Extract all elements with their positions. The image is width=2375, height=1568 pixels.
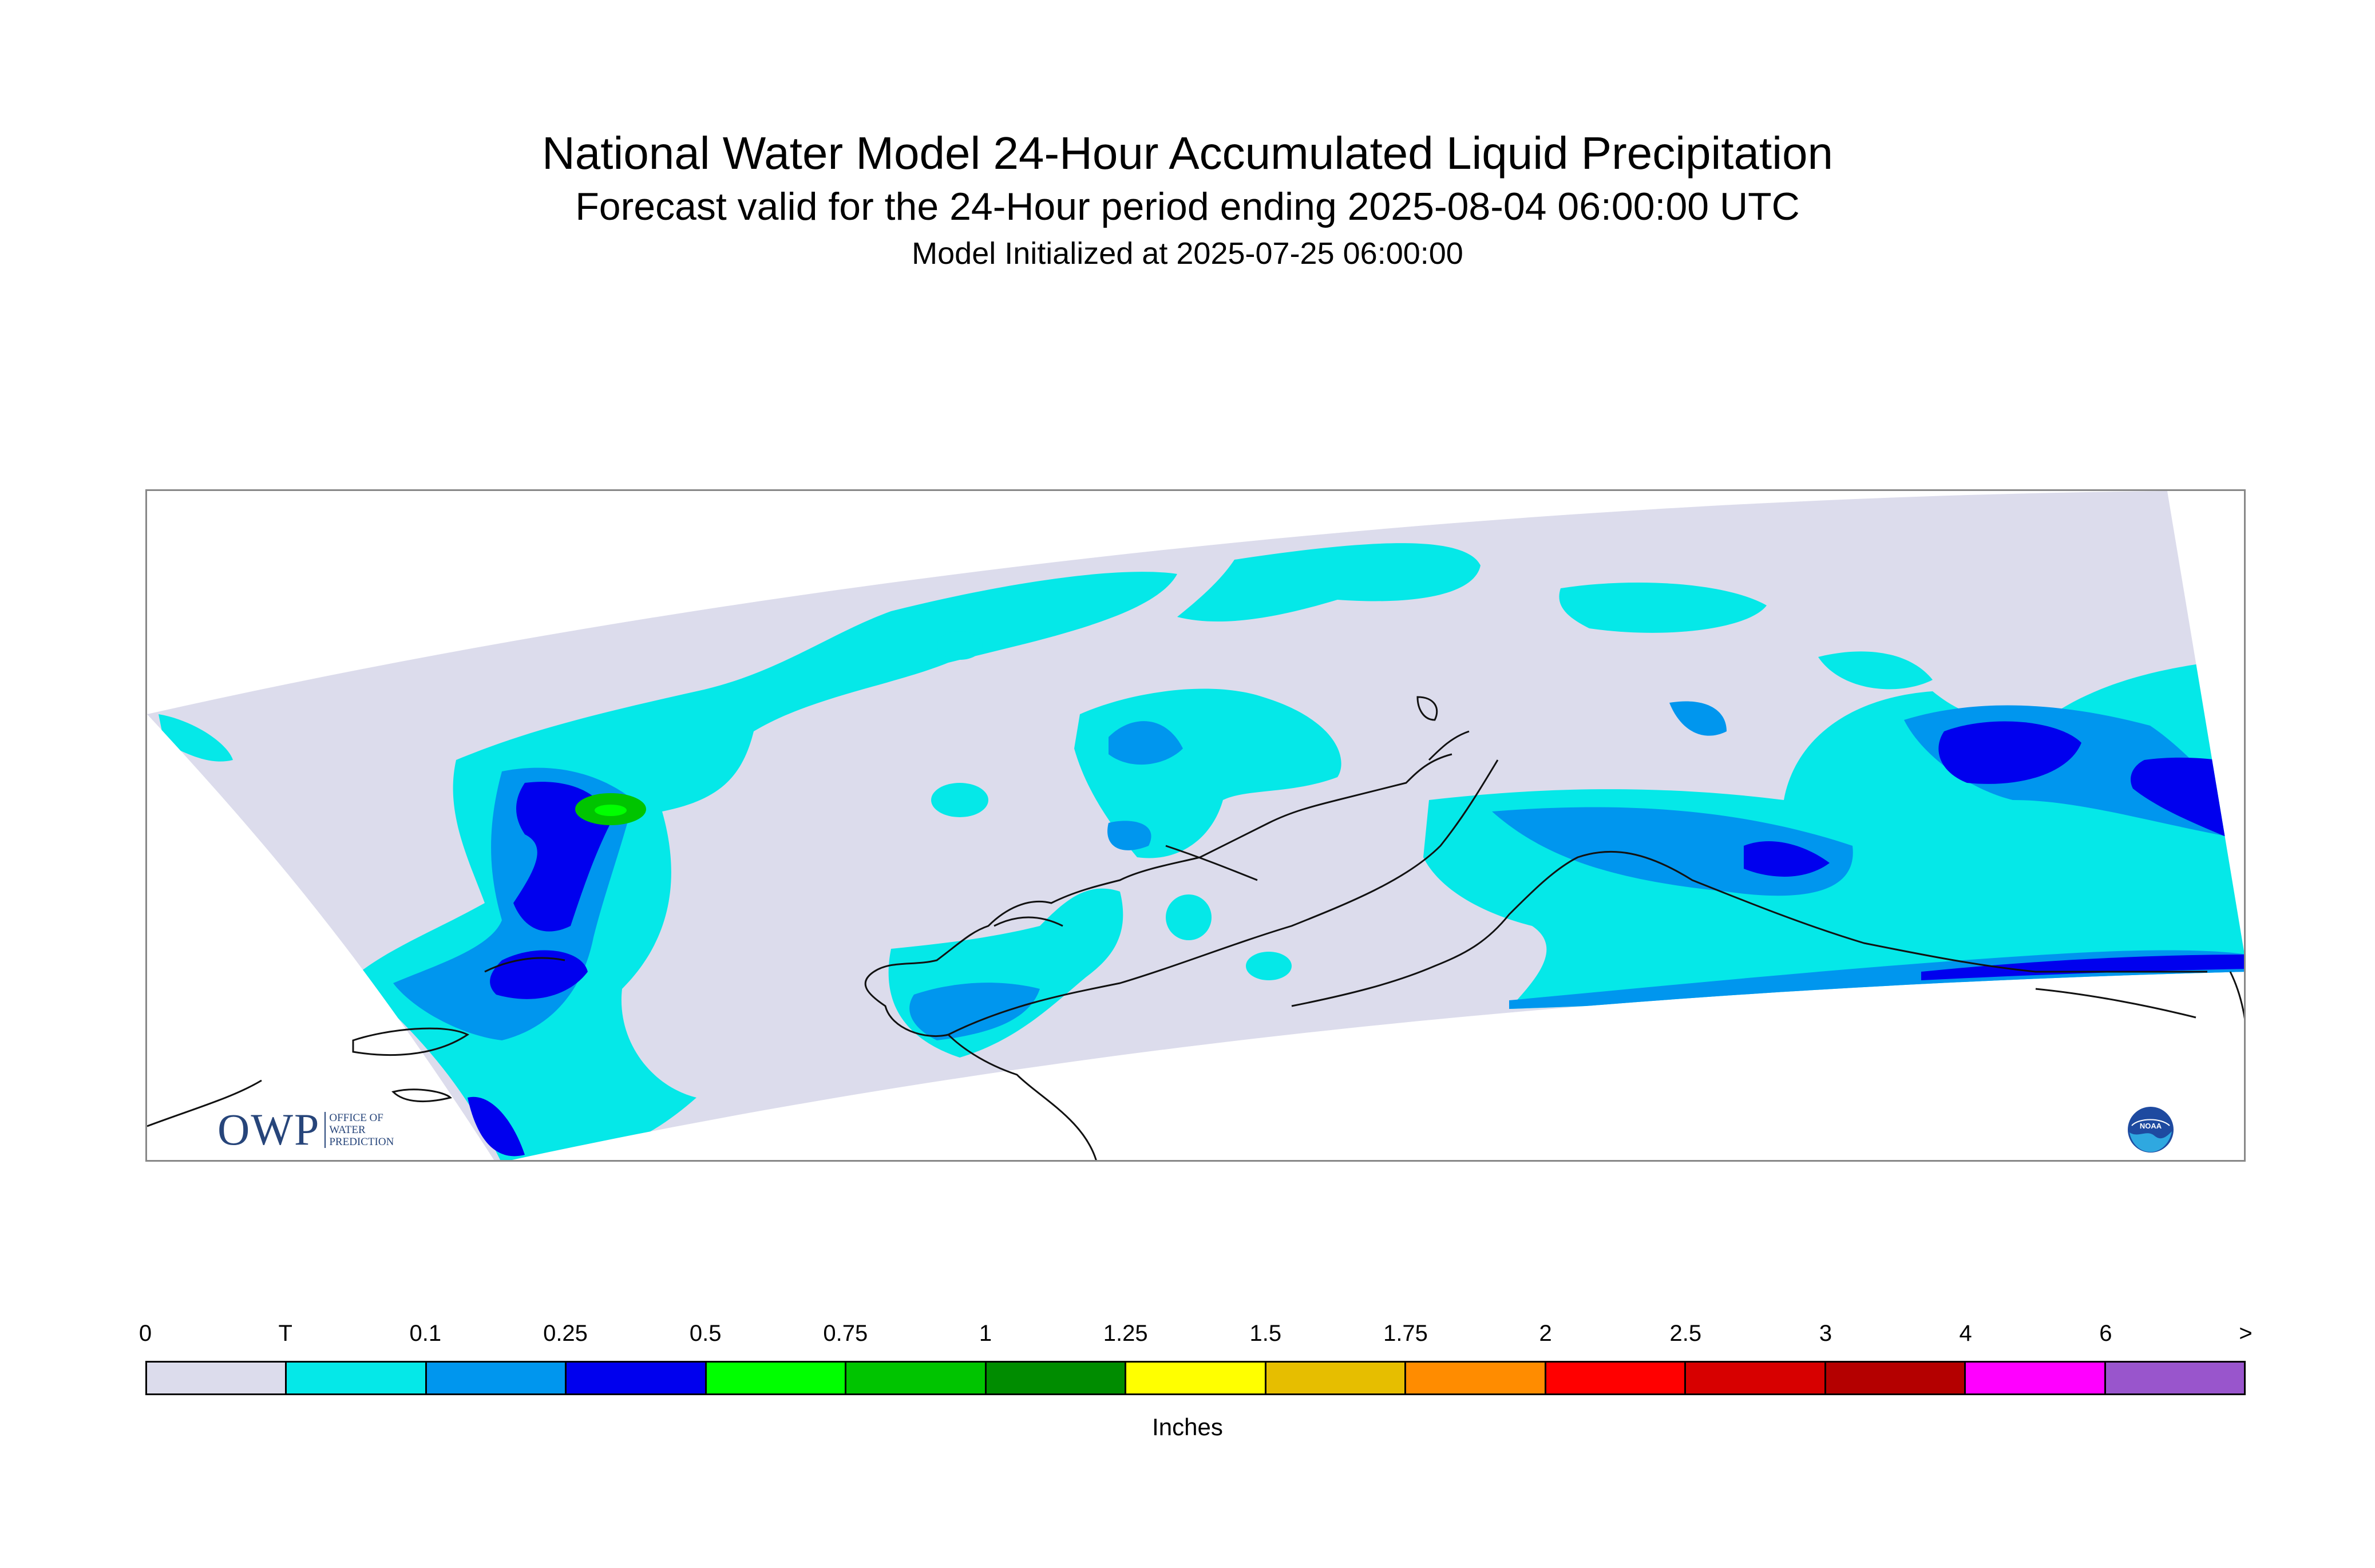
colorbar-swatch (846, 1363, 987, 1393)
precip-area-west (353, 572, 1177, 1160)
colorbar-tick-label: 2 (1539, 1321, 1552, 1346)
model-init-time: Model Initialized at 2025-07-25 06:00:00 (912, 236, 1463, 271)
colorbar-swatch (426, 1363, 567, 1393)
precip-area-north-patch (1559, 583, 1767, 633)
precip-area-central-mod (1109, 721, 1183, 765)
colorbar-tick-label: 1.25 (1103, 1321, 1148, 1346)
colorbar-tick-label: 0.25 (543, 1321, 588, 1346)
coastline-peninsula (948, 759, 1499, 1036)
coastline (147, 696, 2244, 1160)
colorbar-units: Inches (1152, 1413, 1223, 1440)
coastline-west-island (352, 1027, 469, 1056)
colorbar-swatch (1826, 1363, 1966, 1393)
precip-core-southeast (1921, 955, 2244, 980)
colorbar-tick-label: 1 (979, 1321, 992, 1346)
coastline-west-land (147, 1079, 262, 1127)
precip-field (159, 543, 2244, 1160)
colorbar-tick-label: 0 (138, 1321, 152, 1346)
colorbar-tick-label: > (2239, 1321, 2253, 1346)
colorbar-swatch (1266, 1363, 1407, 1393)
precip-area-northeast-patch (1818, 651, 1933, 690)
colorbar-tick-label: 0.5 (689, 1321, 722, 1346)
colorbar-swatch (706, 1363, 847, 1393)
precip-cell-small (1246, 952, 1292, 980)
colorbar (145, 1361, 2246, 1395)
colorbar-swatch (1966, 1363, 2106, 1393)
colorbar-tick-label: 3 (1819, 1321, 1832, 1346)
colorbar-tick-label: T (278, 1321, 292, 1346)
map-subtitle: Forecast valid for the 24-Hour period en… (575, 185, 1800, 228)
colorbar-tick-label: 1.5 (1249, 1321, 1282, 1346)
colorbar-swatch (1686, 1363, 1826, 1393)
precip-area-central-mod-2 (1107, 821, 1151, 850)
colorbar-tick-label: 0.1 (409, 1321, 442, 1346)
precip-peak-west-core (595, 805, 627, 816)
precip-area-northwest-patch (159, 714, 233, 762)
coastline-gulf (1291, 850, 2207, 1007)
coastline-inlet (1428, 730, 1470, 761)
precipitation-map (147, 491, 2244, 1160)
colorbar-swatch (986, 1363, 1127, 1393)
colorbar-swatch (147, 1363, 287, 1393)
map-title: National Water Model 24-Hour Accumulated… (542, 128, 1833, 179)
owp-logo: OWP OFFICE OF WATER PREDICTION (217, 1107, 394, 1152)
colorbar-swatch (2105, 1363, 2245, 1393)
coastline-southeast-land (2035, 988, 2196, 1019)
coastline-far-east (2229, 971, 2244, 1019)
coastline-bay (1165, 845, 1258, 881)
svg-text:NOAA: NOAA (2140, 1122, 2162, 1130)
precip-cell-small (937, 631, 983, 660)
precip-core-east (1938, 721, 2081, 784)
precip-area-north-east-mod (1669, 701, 1727, 736)
precip-area-south-mod (909, 983, 1040, 1040)
coastline-west-channel (484, 957, 565, 973)
colorbar-swatch (1546, 1363, 1687, 1393)
colorbar-tick-label: 6 (2099, 1321, 2112, 1346)
owp-logo-text: OWP (217, 1104, 320, 1154)
colorbar-swatch (567, 1363, 707, 1393)
colorbar-swatch (1126, 1363, 1266, 1393)
colorbar-tick-label: 4 (1959, 1321, 1972, 1346)
coastline-west-island-2 (391, 1088, 452, 1102)
colorbar-tick-label: 1.75 (1383, 1321, 1428, 1346)
noaa-logo: NOAA (2128, 1107, 2174, 1153)
owp-logo-subtext: OFFICE OF WATER PREDICTION (324, 1111, 394, 1148)
precip-core-west-2 (490, 950, 588, 999)
colorbar-swatch (287, 1363, 427, 1393)
precip-cell-small (1166, 894, 1212, 940)
coastline-central-bay (993, 916, 1063, 927)
map-panel (145, 489, 2246, 1162)
colorbar-swatch (1406, 1363, 1546, 1393)
precip-core-center-east (1744, 841, 1830, 877)
colorbar-tick-label: 2.5 (1669, 1321, 1702, 1346)
precip-core-southwest (468, 1096, 525, 1157)
colorbar-tick-label: 0.75 (823, 1321, 868, 1346)
precip-area-north-arc (1177, 543, 1481, 622)
precip-cell-small (931, 783, 988, 817)
coastline-island-north (1416, 696, 1438, 721)
